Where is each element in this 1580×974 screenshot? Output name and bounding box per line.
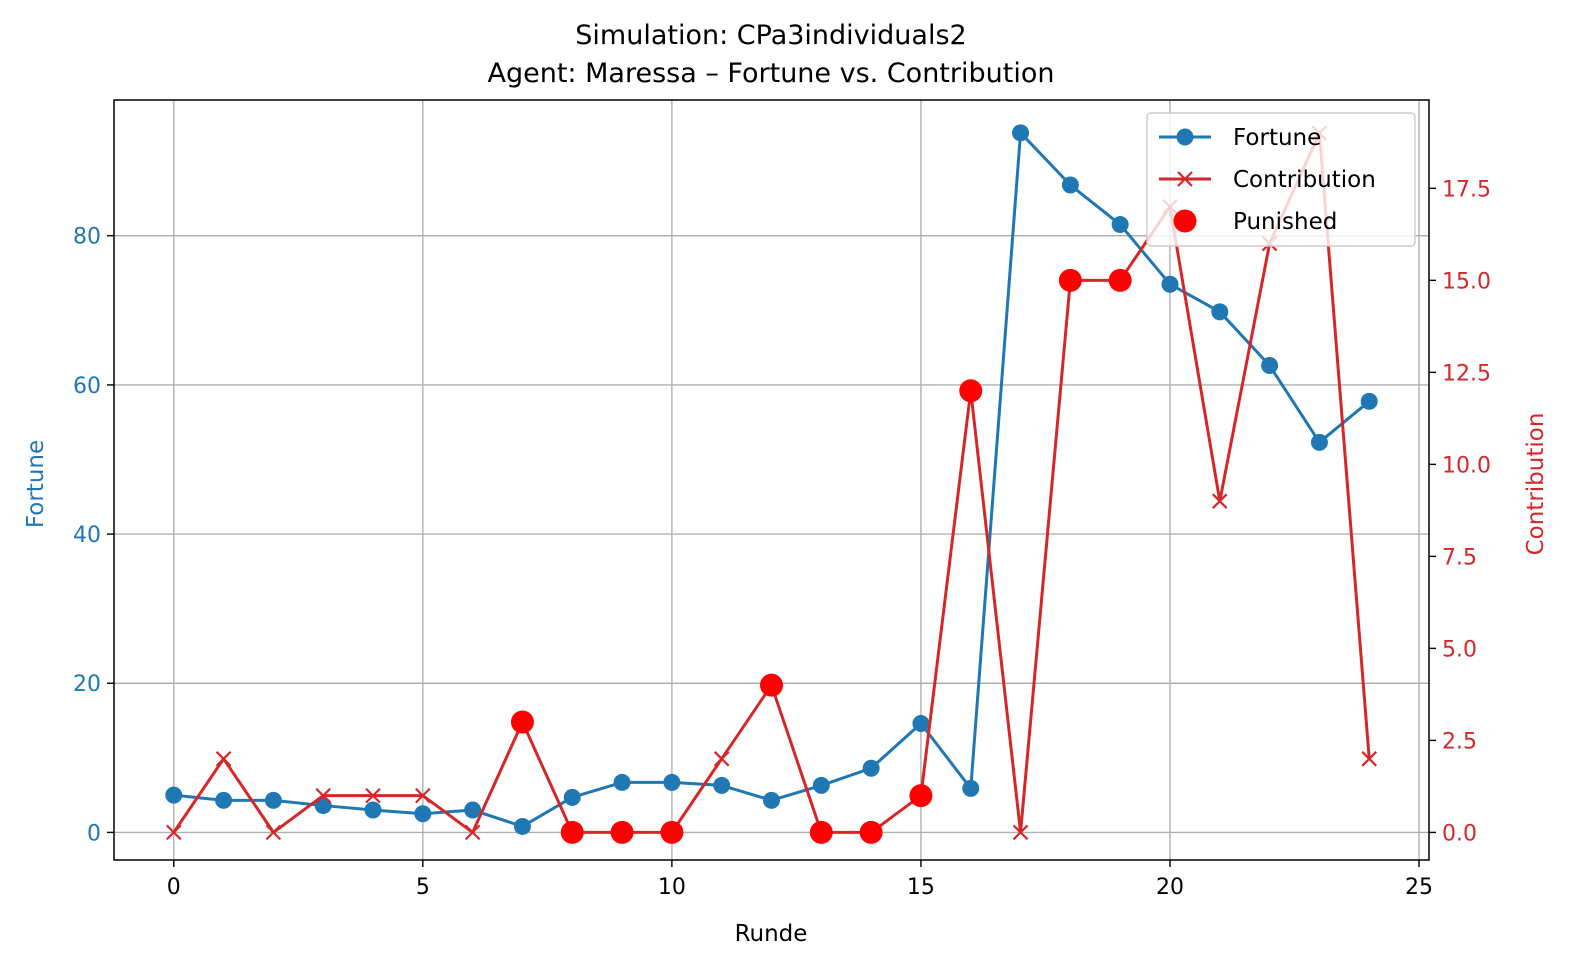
fortune-point	[1360, 392, 1378, 410]
fortune-point	[962, 779, 980, 797]
punished-point	[660, 820, 684, 844]
fortune-point	[215, 791, 233, 809]
contribution-point	[415, 787, 431, 804]
legend-label-punished: Punished	[1233, 209, 1337, 235]
y-left-tick-label: 40	[73, 523, 101, 548]
legend: Fortune Contribution Punished	[1146, 112, 1416, 247]
y-right-tick-label: 2.5	[1442, 729, 1477, 754]
y-right-tick-label: 7.5	[1442, 545, 1477, 570]
fortune-point	[264, 791, 282, 809]
fortune-point	[862, 759, 880, 777]
punished-point	[1108, 268, 1132, 292]
legend-label-contribution: Contribution	[1233, 167, 1376, 193]
contribution-x-stroke	[1012, 824, 1029, 841]
x-tick-label: 15	[907, 875, 935, 900]
contribution-x-stroke	[315, 787, 331, 804]
punished-point	[610, 820, 634, 844]
fortune-point	[763, 791, 780, 809]
punished-point	[760, 673, 783, 697]
contribution-x-stroke	[1212, 493, 1228, 509]
punished-point	[959, 379, 983, 403]
contribution-point	[365, 787, 381, 804]
contribution-point	[713, 751, 730, 767]
fortune-point	[364, 801, 382, 819]
y-axis-left-label: Fortune	[23, 440, 49, 528]
contribution-x-stroke	[1361, 751, 1378, 767]
x-tick-label: 20	[1156, 875, 1184, 900]
fortune-point	[613, 773, 631, 791]
fortune-point	[563, 788, 581, 806]
y-left-tick-label: 20	[73, 672, 101, 697]
plot-frame	[113, 99, 1430, 861]
fortune-point	[1061, 176, 1079, 194]
fortune-point	[1161, 275, 1179, 293]
contribution-point	[1212, 493, 1228, 509]
fortune-point	[1211, 303, 1229, 321]
chart-subtitle: Agent: Maressa – Fortune vs. Contributio…	[488, 58, 1055, 89]
punished-point	[809, 820, 833, 844]
fortune-point	[912, 715, 930, 733]
fortune-point	[513, 817, 531, 835]
x-tick-label: 10	[658, 875, 686, 900]
x-tick-label: 0	[167, 875, 181, 900]
contribution-point	[215, 751, 232, 767]
axes: 0 5 10 15 20 25 0 20 40 60 80 0.0 2.5 5.0 7.5 10.0 12.5 1…	[73, 177, 1491, 900]
legend-label-fortune: Fortune	[1233, 125, 1321, 151]
contribution-point	[464, 824, 481, 841]
legend-punished-marker	[1173, 209, 1197, 233]
contribution-point	[315, 787, 331, 804]
y-right-tick-label: 5.0	[1442, 637, 1477, 662]
y-right-tick-label: 0.0	[1442, 821, 1477, 846]
y-left-tick-label: 80	[73, 225, 101, 250]
fortune-point	[1111, 216, 1129, 234]
contribution-x-stroke	[165, 824, 182, 841]
x-tick-label: 25	[1405, 875, 1433, 900]
x-axis-label: Runde	[735, 921, 808, 947]
legend-contribution-marker	[1177, 171, 1193, 187]
contribution-point	[1012, 824, 1029, 841]
contribution-x-stroke	[365, 787, 381, 804]
contribution-x-stroke	[215, 751, 232, 767]
punished-point	[1058, 268, 1082, 292]
punished-point	[510, 710, 534, 734]
fortune-point	[464, 801, 482, 819]
chart-title: Simulation: CPa3individuals2	[575, 20, 966, 51]
fortune-point	[1012, 124, 1030, 142]
y-right-tick-label: 12.5	[1442, 361, 1491, 386]
x-tick-label: 5	[416, 875, 430, 900]
fortune-point	[165, 786, 183, 804]
legend-fortune-marker	[1176, 128, 1194, 146]
y-right-tick-label: 17.5	[1442, 177, 1491, 202]
y-right-tick-label: 10.0	[1442, 453, 1491, 478]
contribution-x-stroke	[415, 787, 431, 804]
contribution-point	[1361, 751, 1378, 767]
contribution-x-stroke	[464, 824, 481, 841]
y-right-tick-label: 15.0	[1442, 269, 1491, 294]
fortune-point	[812, 776, 830, 794]
legend-box	[1146, 112, 1416, 247]
contribution-point	[265, 824, 282, 841]
contribution-x-stroke	[713, 751, 730, 767]
punished-point	[859, 820, 883, 844]
punished-point	[560, 820, 584, 844]
fortune-point	[414, 805, 432, 823]
contribution-x-stroke	[265, 824, 282, 841]
fortune-point	[1310, 433, 1328, 451]
contribution-point	[165, 824, 182, 841]
y-left-tick-label: 0	[87, 821, 101, 846]
y-left-tick-label: 60	[73, 374, 101, 399]
fortune-point	[663, 773, 681, 791]
fortune-point	[1261, 357, 1279, 375]
y-axis-right-label: Contribution	[1523, 413, 1549, 556]
fortune-point	[713, 776, 731, 794]
punished-point	[909, 784, 933, 808]
